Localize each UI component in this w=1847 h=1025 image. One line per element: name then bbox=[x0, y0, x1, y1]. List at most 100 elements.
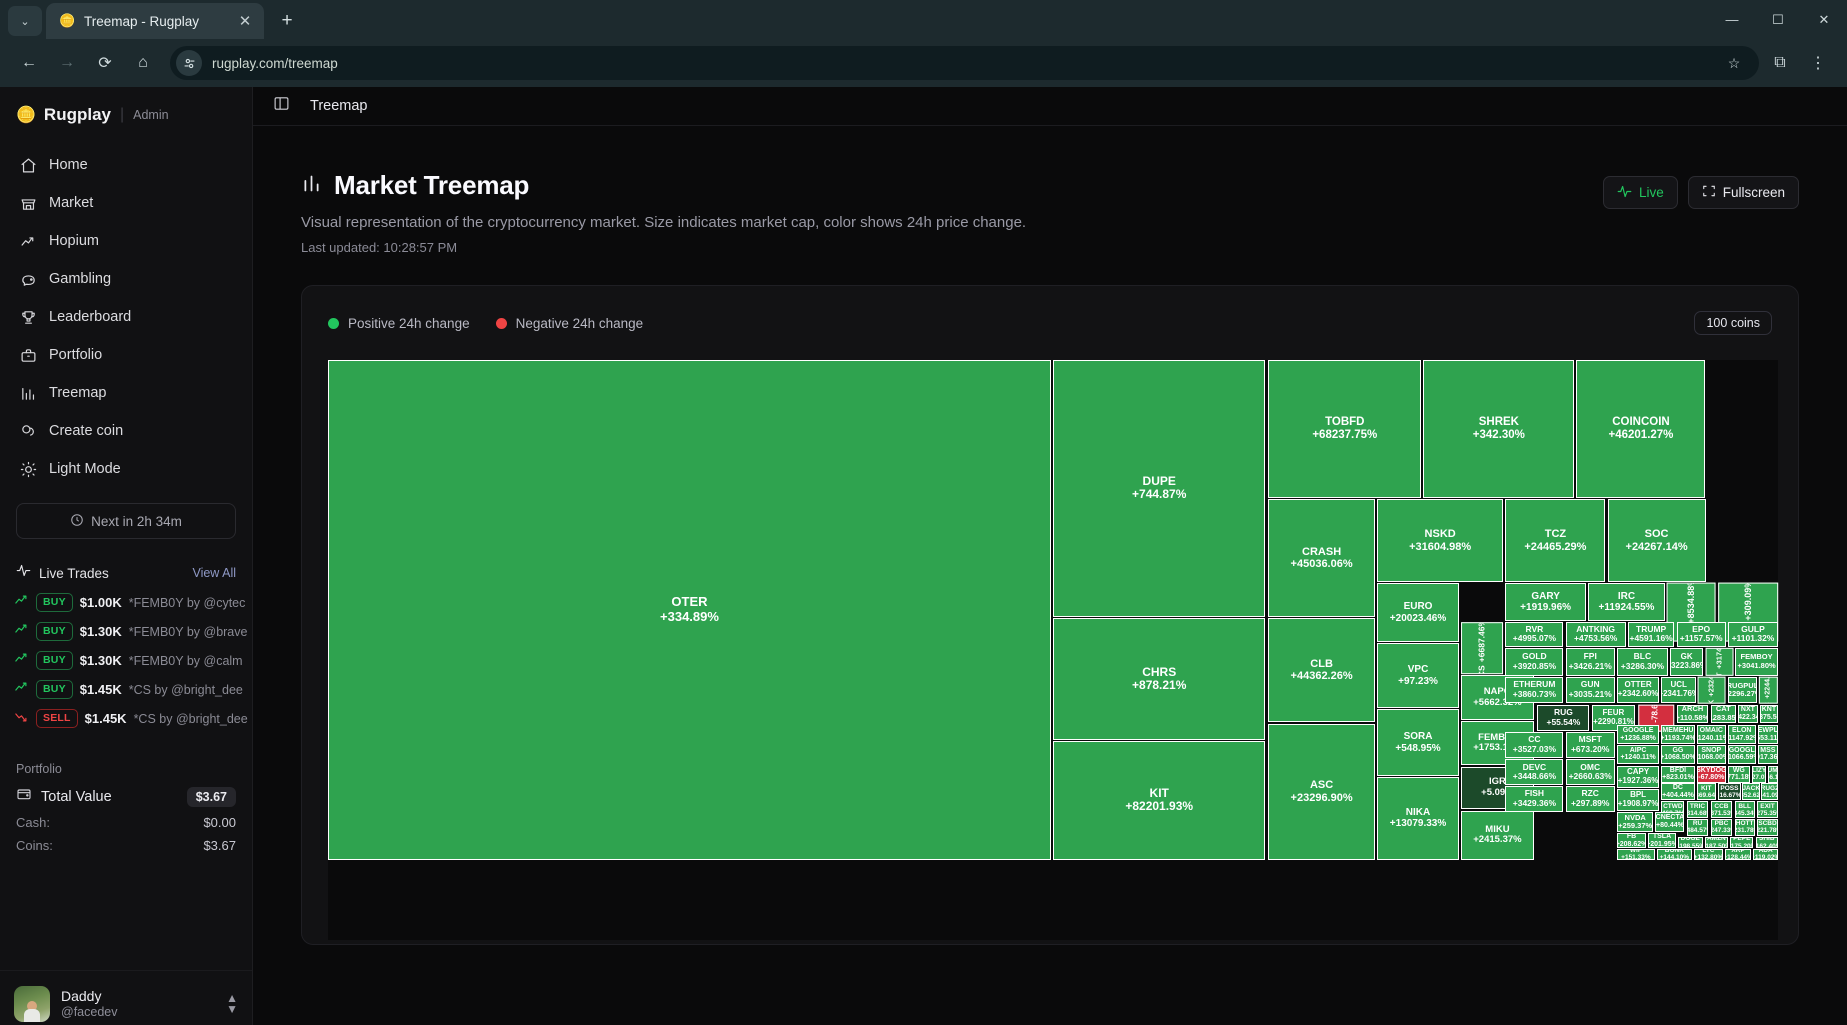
treemap-tile[interactable]: LTC +132.80% bbox=[1693, 848, 1723, 860]
treemap-tile[interactable]: CAT+1283.85% bbox=[1710, 704, 1736, 724]
treemap-tile[interactable]: OTER +334.89% bbox=[328, 360, 1051, 860]
sidebar-item-portfolio[interactable]: Portfolio bbox=[10, 337, 242, 373]
treemap-tile[interactable]: NAPO +5662.32% bbox=[1461, 674, 1534, 721]
treemap-tile[interactable]: EURO +20023.46% bbox=[1377, 583, 1459, 642]
fullscreen-button[interactable]: Fullscreen bbox=[1687, 176, 1799, 209]
treemap-tile[interactable]: ELON+1147.92% bbox=[1727, 725, 1756, 744]
list-item[interactable]: BUY $1.45K *CS by @bright_dee bbox=[14, 676, 252, 703]
treemap-tile[interactable]: GK+3223.86% bbox=[1669, 647, 1704, 676]
brand[interactable]: 🪙 Rugplay | Admin bbox=[0, 87, 252, 139]
treemap-tile[interactable]: GG +1068.50% bbox=[1661, 745, 1695, 764]
sidebar-item-hopium[interactable]: Hopium bbox=[10, 223, 242, 259]
treemap-tile[interactable]: RUG2+341.09% bbox=[1761, 783, 1778, 801]
treemap-tile[interactable]: CHRS +878.21% bbox=[1053, 618, 1266, 740]
treemap-tile[interactable]: TRUMP +4591.16% bbox=[1627, 621, 1675, 647]
sidebar-item-treemap[interactable]: Treemap bbox=[10, 375, 242, 411]
maximize-icon[interactable]: ☐ bbox=[1772, 11, 1784, 27]
treemap-tile[interactable]: ASC +23296.90% bbox=[1268, 723, 1375, 860]
new-tab-button[interactable]: + bbox=[281, 10, 293, 31]
treemap-tile[interactable]: EXIT+275.35% bbox=[1756, 801, 1778, 819]
treemap-tile[interactable]: CAPY +1927.36% bbox=[1617, 766, 1660, 789]
list-item[interactable]: BUY $1.30K *FEMB0Y by @calm bbox=[14, 647, 252, 674]
treemap-tile[interactable]: ADA+119.02% bbox=[1753, 848, 1778, 860]
treemap-tile[interactable]: VPC +97.23% bbox=[1377, 643, 1459, 708]
reload-icon[interactable]: ⟳ bbox=[98, 55, 112, 72]
treemap-tile[interactable]: OMAIC+1240.11% bbox=[1696, 725, 1726, 744]
treemap-tile[interactable]: KIT +82201.93% bbox=[1053, 741, 1266, 860]
sidebar-item-gambling[interactable]: Gambling bbox=[10, 261, 242, 297]
treemap-tile[interactable]: EPO +1157.57% bbox=[1676, 621, 1726, 647]
treemap-tile[interactable]: RU+484.57% bbox=[1686, 818, 1709, 836]
tab-search-button[interactable]: ⌄ bbox=[8, 6, 42, 36]
treemap-tile[interactable]: SNOP+1068.00% bbox=[1696, 745, 1726, 764]
treemap-tile[interactable]: JUMP+756.11% bbox=[1767, 766, 1778, 783]
list-item[interactable]: BUY $1.30K *FEMB0Y by @brave bbox=[14, 618, 252, 645]
treemap-tile[interactable]: NVDA +259.37% bbox=[1617, 812, 1654, 833]
sidebar-item-home[interactable]: Home bbox=[10, 147, 242, 183]
treemap-tile[interactable]: DC +404.44% bbox=[1661, 783, 1695, 801]
forward-icon[interactable]: → bbox=[59, 54, 75, 71]
bookmark-star-icon[interactable]: ☆ bbox=[1727, 54, 1741, 71]
treemap-tile[interactable]: MYC +2244.86% bbox=[1759, 676, 1778, 704]
treemap-tile[interactable]: CCB+371.53% bbox=[1710, 801, 1733, 819]
treemap-tile[interactable]: MEMEHU +1193.74% bbox=[1661, 725, 1695, 744]
treemap-tile[interactable]: TOBFD +68237.75% bbox=[1268, 360, 1422, 499]
list-item[interactable]: BUY $1.00K *FEMB0Y by @cytec bbox=[14, 589, 252, 616]
treemap-tile[interactable]: COINCOIN +46201.27% bbox=[1576, 360, 1706, 499]
treemap-tile[interactable]: XRP+128.44% bbox=[1725, 848, 1752, 860]
treemap-tile[interactable]: TCZ +24465.29% bbox=[1505, 499, 1606, 583]
close-tab-icon[interactable]: ✕ bbox=[238, 12, 252, 30]
treemap-tile[interactable]: BONK +144.10% bbox=[1656, 848, 1692, 860]
treemap-tile[interactable]: DEVC +3448.66% bbox=[1505, 759, 1564, 786]
treemap-tile[interactable]: KIT+369.64% bbox=[1696, 783, 1716, 801]
treemap-tile[interactable]: HOTT+231.78% bbox=[1734, 818, 1755, 836]
treemap-tile[interactable]: SOC +24267.14% bbox=[1607, 499, 1706, 583]
treemap-tile[interactable]: FEMBOY +3041.80% bbox=[1735, 647, 1778, 676]
panel-toggle-icon[interactable] bbox=[273, 95, 290, 117]
list-item[interactable]: SELL $1.45K *CS by @bright_dee bbox=[14, 705, 252, 732]
treemap-tile[interactable]: WIF +151.33% bbox=[1617, 848, 1655, 860]
treemap-tile[interactable]: FPI +3426.21% bbox=[1565, 647, 1615, 676]
back-icon[interactable]: ← bbox=[21, 54, 37, 71]
treemap-tile[interactable]: CLB +44362.26% bbox=[1268, 618, 1375, 723]
treemap-tile[interactable]: FB +208.62% bbox=[1617, 833, 1647, 848]
treemap-tile[interactable]: MONK +2324.43% bbox=[1698, 676, 1726, 704]
treemap-tile[interactable]: CC +3527.03% bbox=[1505, 731, 1564, 758]
treemap-tile[interactable]: AMZN+187.50% bbox=[1704, 836, 1728, 849]
treemap-tile[interactable]: PEPE+175.20% bbox=[1730, 836, 1754, 849]
treemap-tile[interactable]: TRIC+314.68% bbox=[1686, 801, 1709, 819]
treemap-tile[interactable]: CRASH +45036.06% bbox=[1268, 499, 1375, 617]
treemap-tile[interactable]: NSKD +31604.98% bbox=[1377, 499, 1504, 583]
treemap-tile[interactable]: GARY +1919.96% bbox=[1505, 583, 1586, 621]
live-button[interactable]: Live bbox=[1602, 176, 1678, 209]
minimize-icon[interactable]: — bbox=[1725, 12, 1739, 27]
treemap-tile[interactable]: ETHERUM +3860.73% bbox=[1505, 676, 1564, 704]
treemap-tile[interactable]: BFDI +823.01% bbox=[1661, 766, 1695, 783]
treemap-tile[interactable]: ANTKING +4753.56% bbox=[1565, 621, 1626, 647]
sidebar-item-market[interactable]: Market bbox=[10, 185, 242, 221]
chevron-updown-icon[interactable]: ▲ ▼ bbox=[226, 991, 238, 1016]
treemap-tile[interactable]: MSS+917.36% bbox=[1757, 745, 1778, 764]
address-bar[interactable]: rugplay.com/treemap ☆ bbox=[170, 46, 1759, 80]
treemap-tile[interactable]: SHREK +342.30% bbox=[1423, 360, 1575, 499]
treemap-tile[interactable]: PBC+247.33% bbox=[1710, 818, 1733, 836]
treemap-tile[interactable]: TSLA+201.95% bbox=[1648, 833, 1676, 848]
treemap-tile[interactable]: RUG +55.54% bbox=[1537, 704, 1590, 732]
view-all-link[interactable]: View All bbox=[192, 566, 236, 580]
treemap-tile[interactable]: UCL+2341.76% bbox=[1661, 676, 1697, 704]
treemap-tile[interactable]: DOGE+198.55% bbox=[1677, 836, 1703, 849]
treemap-tile[interactable]: IRC +11924.55% bbox=[1588, 583, 1665, 621]
treemap-tile[interactable]: LIZY+827.07% bbox=[1751, 766, 1767, 783]
browser-tab[interactable]: 🪙 Treemap - Rugplay ✕ bbox=[46, 3, 264, 39]
browser-menu-icon[interactable]: ⋮ bbox=[1810, 55, 1826, 72]
treemap-tile[interactable]: MIKU +2415.37% bbox=[1461, 810, 1534, 860]
treemap-tile[interactable]: RUGPUL+2296.27% bbox=[1727, 676, 1757, 704]
treemap-tile[interactable]: CNECTA +80.44% bbox=[1655, 812, 1685, 833]
treemap-tile[interactable]: FISH +3429.36% bbox=[1505, 785, 1564, 812]
treemap-tile[interactable]: RZC +297.89% bbox=[1565, 785, 1615, 812]
treemap-tile[interactable]: SHIB+162.40% bbox=[1755, 836, 1778, 849]
treemap-tile[interactable]: AIPC +1240.11% bbox=[1617, 745, 1660, 764]
home-icon[interactable]: ⌂ bbox=[138, 54, 148, 71]
treemap-tile[interactable]: JACK+352.62% bbox=[1742, 783, 1760, 801]
treemap-tile[interactable]: POSS -16.67% bbox=[1717, 783, 1741, 801]
